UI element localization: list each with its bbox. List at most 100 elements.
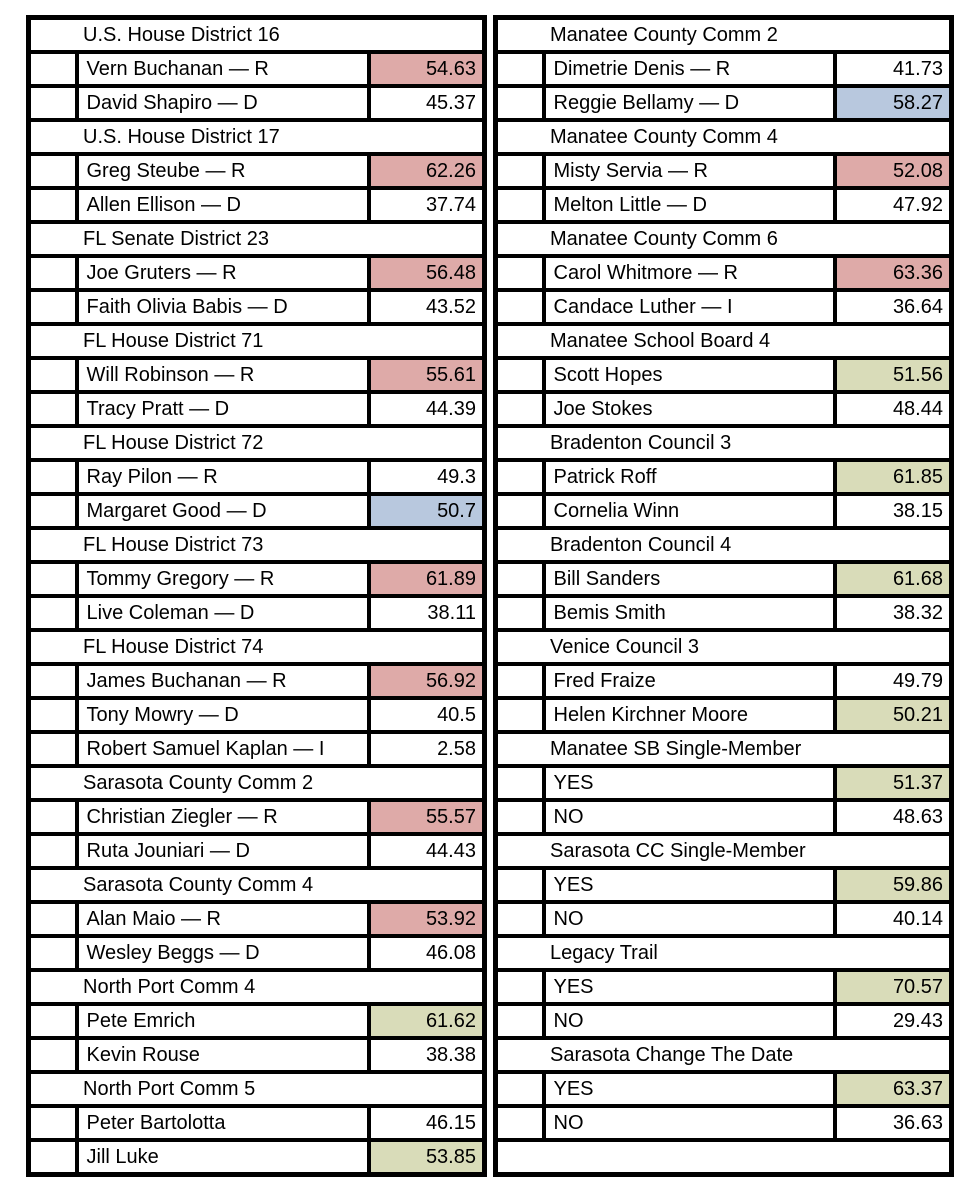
spacer-cell — [26, 1104, 79, 1142]
spacer-cell — [26, 50, 79, 88]
candidate-name-cell: David Shapiro — D — [74, 84, 371, 122]
section-header-row: Manatee SB Single-Member — [493, 730, 954, 768]
results-table-right: Manatee County Comm 2 Dimetrie Denis — R… — [493, 15, 954, 1177]
percent-value-cell: 61.68 — [833, 560, 954, 598]
spacer-cell — [26, 832, 79, 870]
race-title: Bradenton Council 3 — [493, 424, 954, 462]
candidate-name-cell: Wesley Beggs — D — [74, 934, 371, 972]
section-header-row: Sarasota Change The Date — [493, 1036, 954, 1074]
race-title: FL Senate District 23 — [26, 220, 487, 258]
percent-value-cell: 36.64 — [833, 288, 954, 326]
spacer-cell — [26, 934, 79, 972]
spacer-cell — [26, 186, 79, 224]
percent-value-cell: 56.92 — [366, 662, 487, 700]
spacer-cell — [493, 1070, 546, 1108]
spacer-cell — [493, 84, 546, 122]
spacer-cell — [493, 356, 546, 394]
result-row: Will Robinson — R 55.61 — [26, 356, 487, 394]
spacer-cell — [26, 458, 79, 496]
result-row: YES 63.37 — [493, 1070, 954, 1108]
result-row: Dimetrie Denis — R 41.73 — [493, 50, 954, 88]
percent-value-cell: 61.62 — [366, 1002, 487, 1040]
results-table-body: U.S. House District 16 Vern Buchanan — R… — [26, 15, 487, 1177]
result-row: NO 36.63 — [493, 1104, 954, 1142]
percent-value-cell: 50.21 — [833, 696, 954, 734]
result-row: Patrick Roff 61.85 — [493, 458, 954, 496]
candidate-name-cell: Peter Bartolotta — [74, 1104, 371, 1142]
candidate-name-cell: Robert Samuel Kaplan — I — [74, 730, 371, 768]
percent-value-cell: 29.43 — [833, 1002, 954, 1040]
spacer-cell — [26, 288, 79, 326]
candidate-name-cell: Vern Buchanan — R — [74, 50, 371, 88]
candidate-name-cell: Melton Little — D — [541, 186, 838, 224]
result-row: Misty Servia — R 52.08 — [493, 152, 954, 190]
percent-value-cell: 37.74 — [366, 186, 487, 224]
percent-value-cell: 47.92 — [833, 186, 954, 224]
percent-value-cell: 61.85 — [833, 458, 954, 496]
spacer-cell — [493, 968, 546, 1006]
race-title: Venice Council 3 — [493, 628, 954, 666]
spacer-cell — [493, 764, 546, 802]
result-row: Ruta Jouniari — D 44.43 — [26, 832, 487, 870]
race-title: Sarasota CC Single-Member — [493, 832, 954, 870]
spacer-cell — [493, 594, 546, 632]
percent-value-cell: 43.52 — [366, 288, 487, 326]
spacer-cell — [493, 186, 546, 224]
candidate-name-cell: YES — [541, 764, 838, 802]
results-table-left: U.S. House District 16 Vern Buchanan — R… — [26, 15, 487, 1177]
result-row: Bill Sanders 61.68 — [493, 560, 954, 598]
candidate-name-cell: Jill Luke — [74, 1138, 371, 1177]
candidate-name-cell: Pete Emrich — [74, 1002, 371, 1040]
spacer-cell — [493, 1002, 546, 1040]
percent-value-cell: 44.39 — [366, 390, 487, 428]
percent-value-cell: 38.38 — [366, 1036, 487, 1074]
percent-value-cell: 70.57 — [833, 968, 954, 1006]
race-title: FL House District 74 — [26, 628, 487, 666]
percent-value-cell: 48.63 — [833, 798, 954, 836]
spacer-cell — [493, 458, 546, 496]
section-header-row: Manatee School Board 4 — [493, 322, 954, 360]
percent-value-cell: 38.32 — [833, 594, 954, 632]
section-header-row: Sarasota County Comm 2 — [26, 764, 487, 802]
section-header-row: U.S. House District 17 — [26, 118, 487, 156]
section-header-row: Legacy Trail — [493, 934, 954, 972]
percent-value-cell: 59.86 — [833, 866, 954, 904]
result-row: Christian Ziegler — R 55.57 — [26, 798, 487, 836]
section-header-row: FL House District 73 — [26, 526, 487, 564]
spacer-cell — [26, 730, 79, 768]
spacer-cell — [26, 696, 79, 734]
section-header-row: North Port Comm 5 — [26, 1070, 487, 1108]
result-row: YES 70.57 — [493, 968, 954, 1006]
result-row: Tracy Pratt — D 44.39 — [26, 390, 487, 428]
race-title: Manatee School Board 4 — [493, 322, 954, 360]
empty-cell — [493, 1138, 954, 1177]
candidate-name-cell: Tommy Gregory — R — [74, 560, 371, 598]
result-row: Alan Maio — R 53.92 — [26, 900, 487, 938]
candidate-name-cell: Bill Sanders — [541, 560, 838, 598]
result-row: Greg Steube — R 62.26 — [26, 152, 487, 190]
race-title: FL House District 73 — [26, 526, 487, 564]
empty-row — [493, 1138, 954, 1177]
result-row: David Shapiro — D 45.37 — [26, 84, 487, 122]
percent-value-cell: 58.27 — [833, 84, 954, 122]
section-header-row: FL House District 72 — [26, 424, 487, 462]
section-header-row: FL House District 74 — [26, 628, 487, 666]
spacer-cell — [26, 662, 79, 700]
candidate-name-cell: NO — [541, 900, 838, 938]
percent-value-cell: 48.44 — [833, 390, 954, 428]
spacer-cell — [26, 254, 79, 292]
spacer-cell — [493, 152, 546, 190]
percent-value-cell: 55.57 — [366, 798, 487, 836]
spacer-cell — [493, 254, 546, 292]
candidate-name-cell: Patrick Roff — [541, 458, 838, 496]
spacer-cell — [26, 152, 79, 190]
candidate-name-cell: Joe Stokes — [541, 390, 838, 428]
race-title: Manatee County Comm 4 — [493, 118, 954, 156]
result-row: Robert Samuel Kaplan — I 2.58 — [26, 730, 487, 768]
result-row: Reggie Bellamy — D 58.27 — [493, 84, 954, 122]
spacer-cell — [26, 594, 79, 632]
result-row: Pete Emrich 61.62 — [26, 1002, 487, 1040]
candidate-name-cell: Alan Maio — R — [74, 900, 371, 938]
result-row: Fred Fraize 49.79 — [493, 662, 954, 700]
